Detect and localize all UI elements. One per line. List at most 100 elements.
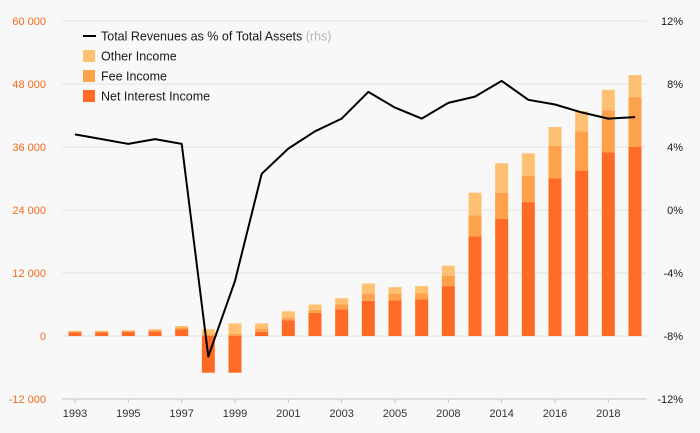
bar-segment: [415, 293, 429, 300]
y-tick-label-left: -12 000: [9, 394, 46, 406]
bar-segment: [441, 275, 455, 287]
bar-segment: [495, 218, 509, 336]
bar-segment: [468, 192, 482, 216]
x-tick-label: 1997: [169, 408, 193, 420]
bar-segment: [521, 153, 535, 176]
bar-segment: [148, 331, 162, 336]
bar-segment: [415, 299, 429, 336]
bar-segment: [628, 147, 642, 336]
bar-segment: [68, 331, 82, 333]
bar-segment: [628, 97, 642, 147]
y-tick-label-right: 4%: [667, 142, 683, 154]
bar-segment: [175, 329, 189, 336]
bar-segment: [415, 286, 429, 294]
x-tick-label: 1993: [63, 408, 87, 420]
x-tick-label: 2005: [383, 408, 407, 420]
bar-segment: [335, 309, 349, 336]
legend-label-suffix: (rhs): [306, 30, 332, 44]
bar-segment: [335, 298, 349, 305]
x-tick-label: 2003: [329, 408, 353, 420]
bar-segment: [255, 331, 269, 336]
y-tick-label-right: 0%: [667, 205, 683, 217]
bar-segment: [628, 75, 642, 98]
bar-segment: [228, 323, 242, 334]
bar-segment: [468, 215, 482, 237]
bar-segment: [308, 309, 322, 313]
bar-segment: [521, 175, 535, 203]
bar-segment: [228, 336, 242, 373]
y-tick-label-left: 36 000: [12, 142, 46, 154]
bar-segment: [361, 283, 375, 294]
bar-segment: [281, 317, 295, 321]
bar-segment: [201, 329, 215, 335]
x-tick-label: 2016: [543, 408, 567, 420]
bar-segment: [441, 265, 455, 276]
series-line: [74, 79, 636, 358]
bar-segment: [495, 192, 509, 219]
bar-segment: [575, 131, 589, 171]
y-tick-label-right: -4%: [663, 268, 683, 280]
legend-label: Fee Income: [101, 70, 167, 84]
bar-segment: [441, 286, 455, 336]
bar-segment: [228, 333, 242, 336]
x-tick-label: 2014: [489, 408, 513, 420]
bar-segment: [148, 330, 162, 332]
x-tick-label: 2001: [276, 408, 300, 420]
legend-label: Total Revenues as % of Total Assets (rhs…: [101, 30, 331, 44]
bar-segment: [548, 127, 562, 146]
x-tick-label: 2018: [596, 408, 620, 420]
y-tick-label-right: -12%: [657, 394, 683, 406]
y-tick-label-right: -8%: [663, 331, 683, 343]
bar-segment: [95, 332, 109, 336]
x-tick-label: 2008: [436, 408, 460, 420]
bar-segment: [68, 332, 82, 336]
y-tick-label-left: 60 000: [12, 16, 46, 28]
y-tick-label-left: 24 000: [12, 205, 46, 217]
y-tick-label-left: 0: [40, 331, 46, 343]
y-tick-label-right: 12%: [661, 16, 683, 28]
legend-label: Other Income: [101, 50, 177, 64]
bar-segment: [281, 320, 295, 336]
y-tick-label-left: 48 000: [12, 79, 46, 91]
bar-segment: [95, 331, 109, 333]
bar-segment: [388, 287, 402, 294]
bar-segment: [175, 326, 189, 328]
bar-segment: [495, 163, 509, 193]
bar-segment: [121, 331, 135, 336]
legend-swatch: [83, 50, 95, 62]
bar-segment: [601, 89, 615, 111]
bar-segment: [175, 327, 189, 330]
bar-segment: [601, 152, 615, 336]
bar-segment: [255, 328, 269, 332]
y-tick-label-right: 8%: [667, 79, 683, 91]
bar-segment: [148, 329, 162, 331]
bar-segment: [601, 110, 615, 153]
bar-segment: [335, 304, 349, 310]
legend-swatch: [83, 90, 95, 102]
bar-segment: [201, 334, 215, 336]
legend-label: Net Interest Income: [101, 90, 210, 104]
bar-segment: [388, 294, 402, 301]
legend-swatch: [83, 70, 95, 82]
bar-segment: [308, 304, 322, 310]
bar-segment: [121, 330, 135, 331]
bar-segment: [575, 170, 589, 336]
x-tick-label: 1999: [223, 408, 247, 420]
bar-segment: [308, 312, 322, 336]
bar-segment: [468, 236, 482, 336]
bar-segment: [121, 330, 135, 332]
bar-segment: [361, 300, 375, 336]
bar-segment: [548, 178, 562, 336]
bar-segment: [388, 300, 402, 336]
bar-segment: [95, 330, 109, 332]
x-tick-label: 1995: [116, 408, 140, 420]
bar-segment: [548, 145, 562, 179]
bar-segment: [361, 294, 375, 301]
y-tick-label-left: 12 000: [12, 268, 46, 280]
bar-segment: [521, 202, 535, 336]
bar-segment: [255, 323, 269, 329]
bar-segment: [68, 330, 82, 332]
bar-segment: [281, 311, 295, 318]
